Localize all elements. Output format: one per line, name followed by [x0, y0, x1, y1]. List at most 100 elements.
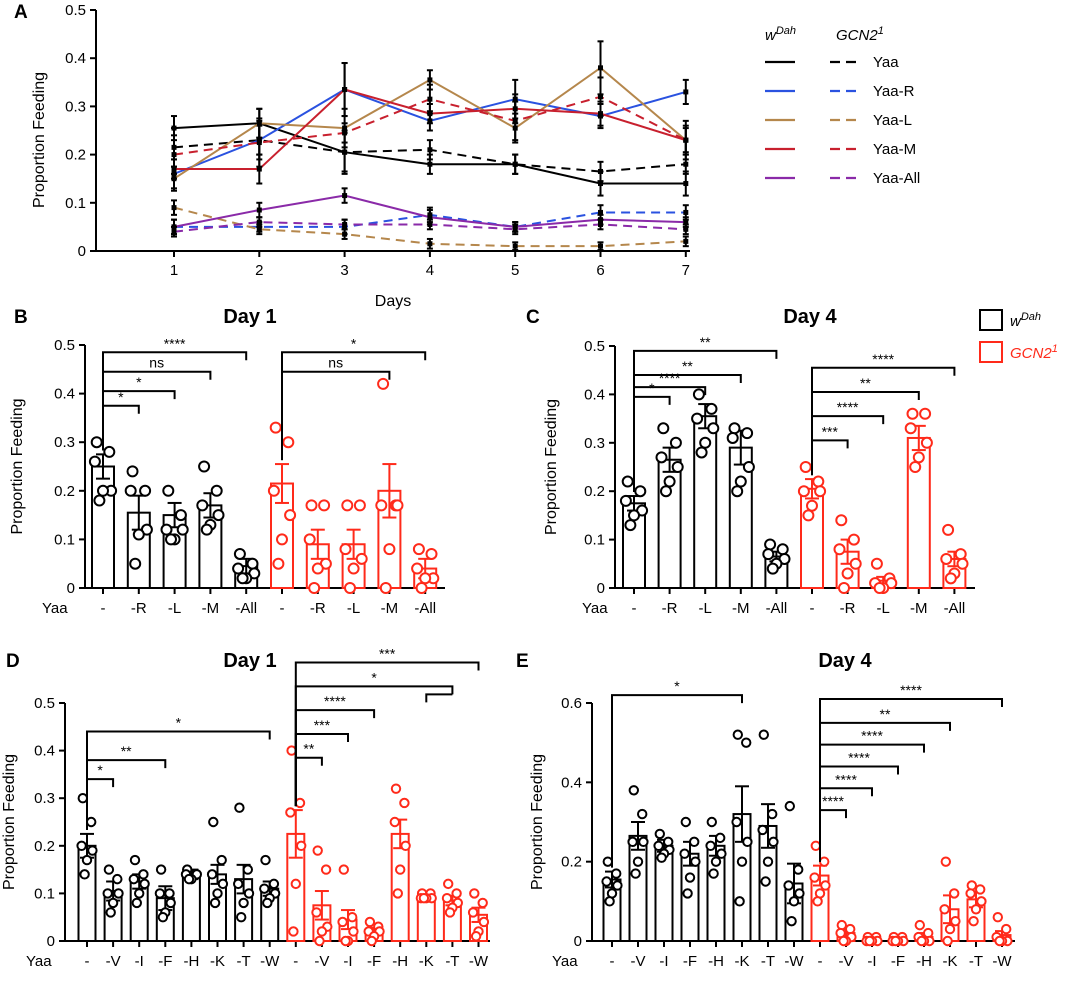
panel-e-data-point [601, 876, 612, 887]
panel-c-sig-label: *** [822, 423, 839, 439]
legend-label-wdah-sup: Dah [1021, 311, 1041, 323]
panel-c-sig-bracket [811, 366, 956, 476]
panel-d-data-point [129, 854, 141, 866]
panel-label-c: C [526, 307, 540, 328]
panel-a-point [512, 118, 518, 124]
panel-a-x-tick-label: 6 [596, 262, 604, 279]
panel-d-data-point [469, 888, 480, 899]
panel-b-data-point [90, 436, 103, 449]
panel-e-sig-label: ** [880, 706, 891, 722]
panel-b-data-point [267, 484, 280, 497]
panel-a-legend-label: Yaa-All [873, 170, 920, 187]
panel-d-y-tick-label: 0.3 [34, 790, 55, 807]
panel-e-sig-bracket [611, 694, 743, 868]
panel-c-data-point [849, 557, 862, 570]
panel-c-data-point [741, 427, 754, 440]
panel-b-x-tick-label: -All [235, 600, 257, 617]
panel-c-data-point [912, 451, 925, 464]
panel-c-data-point [766, 562, 779, 575]
panel-d-data-point [444, 907, 456, 918]
panel-b-data-point [162, 484, 175, 497]
legend-label-wdah: wDah [1010, 311, 1041, 330]
panel-c-bar-chart: 0 0.1 0.2 0.3 0.4 0.5 Proportion Feeding Day 4 Y… [543, 306, 1058, 617]
panel-c-data-point [764, 538, 777, 551]
panel-c-data-point [671, 461, 684, 473]
panel-d-data-point [155, 864, 167, 875]
panel-c-sig-label: **** [872, 351, 894, 367]
panel-e-data-point [1001, 923, 1012, 935]
panel-d-data-point [314, 935, 325, 947]
panel-e-data-point [950, 915, 961, 927]
panel-c-data-point [762, 548, 775, 561]
panel-c-x-tick-label: -All [944, 600, 966, 617]
panel-c-data-point [734, 475, 747, 488]
panel-e-data-point [630, 868, 641, 879]
panel-b-sig-bracket [102, 390, 176, 451]
panel-c-data-point [909, 461, 922, 473]
panel-b-data-point [160, 523, 173, 536]
panel-d-y-tick-label: 0.4 [34, 743, 55, 760]
panel-b-data-point [212, 509, 225, 522]
panel-d-data-point [311, 907, 322, 918]
panel-c-data-point [814, 485, 827, 498]
panel-b-data-point [139, 484, 152, 497]
panel-e-y-tick-label: 0.6 [561, 695, 582, 712]
panel-d-data-point [87, 845, 98, 856]
panel-c-y-axis-title: Proportion Feeding [543, 399, 560, 535]
panel-c-x-tick-label: -M [732, 600, 750, 617]
panel-e-data-point [768, 836, 779, 848]
legend-swatch-wdah [979, 309, 1003, 331]
panel-e-data-point [741, 737, 752, 748]
genotype-legend: wDah GCN21 [979, 309, 1058, 363]
panel-b-data-point [375, 499, 388, 512]
panel-d-data-point [260, 854, 271, 866]
panel-b-data-point [276, 533, 288, 546]
panel-d-data-point [107, 897, 119, 909]
panel-c-x-tick-label: -R [662, 600, 678, 617]
panel-a-x-tick-label: 1 [170, 262, 178, 279]
panel-d-data-point [164, 888, 175, 899]
panel-e-data-point [783, 880, 794, 891]
panel-a-point [342, 149, 348, 155]
panel-c-y-tick-label: 0.1 [584, 532, 605, 549]
panel-d-data-point [312, 845, 323, 856]
panel-d-x-tick-label: -W [260, 953, 280, 970]
panel-c-title: Day 4 [783, 306, 837, 328]
panel-e-x-tick-label: -V [839, 953, 854, 970]
panel-c-data-point [920, 436, 933, 449]
panel-d-x-tick-label: -F [367, 953, 381, 970]
panel-c-data-point [707, 422, 720, 435]
panel-e-data-point [949, 888, 960, 899]
panel-b-data-point [236, 572, 249, 585]
panel-e-data-point [940, 856, 951, 867]
panel-c-data-point [655, 451, 668, 464]
panel-c-y-tick-label: 0.3 [584, 435, 605, 452]
panel-label-e: E [516, 651, 529, 672]
panel-a-legend-header-gcn2-main: GCN2 [836, 27, 878, 44]
panel-e-y-tick-label: 0.2 [561, 854, 582, 871]
panel-b-x-tick-label: -M [381, 600, 399, 617]
panel-e-data-point [890, 935, 901, 947]
panel-c-y-tick-label: 0.2 [584, 483, 605, 500]
panel-b-data-point [132, 528, 145, 541]
panel-a-y-axis-title: Proportion Feeding [31, 72, 48, 208]
panel-d-data-point [443, 878, 454, 890]
panel-a-legend-header-gcn2-sup: 1 [878, 25, 884, 37]
panel-c-data-point [634, 485, 647, 498]
panel-e-x-tick-label: - [818, 953, 823, 970]
panel-d-data-point [81, 854, 93, 866]
panel-d-x-tick-label: -T [237, 953, 251, 970]
panel-c-data-point [797, 485, 810, 498]
panel-b-sig-label: ns [149, 355, 164, 371]
panel-e-title: Day 4 [818, 650, 872, 672]
panel-a-y-tick-label: 0.1 [65, 195, 86, 212]
panel-c-x-tick-label: -L [699, 600, 712, 617]
panel-c-data-point [833, 543, 846, 556]
panel-e-data-point [628, 785, 639, 796]
panel-d-y-tick-label: 0.1 [34, 885, 55, 902]
panel-e-y-tick-label: 0 [574, 933, 582, 950]
panel-d-sig-label: * [371, 669, 377, 685]
panel-e-data-point [916, 935, 927, 947]
panel-e-y-tick-label: 0.4 [561, 774, 582, 791]
panel-c-data-point [692, 388, 705, 401]
